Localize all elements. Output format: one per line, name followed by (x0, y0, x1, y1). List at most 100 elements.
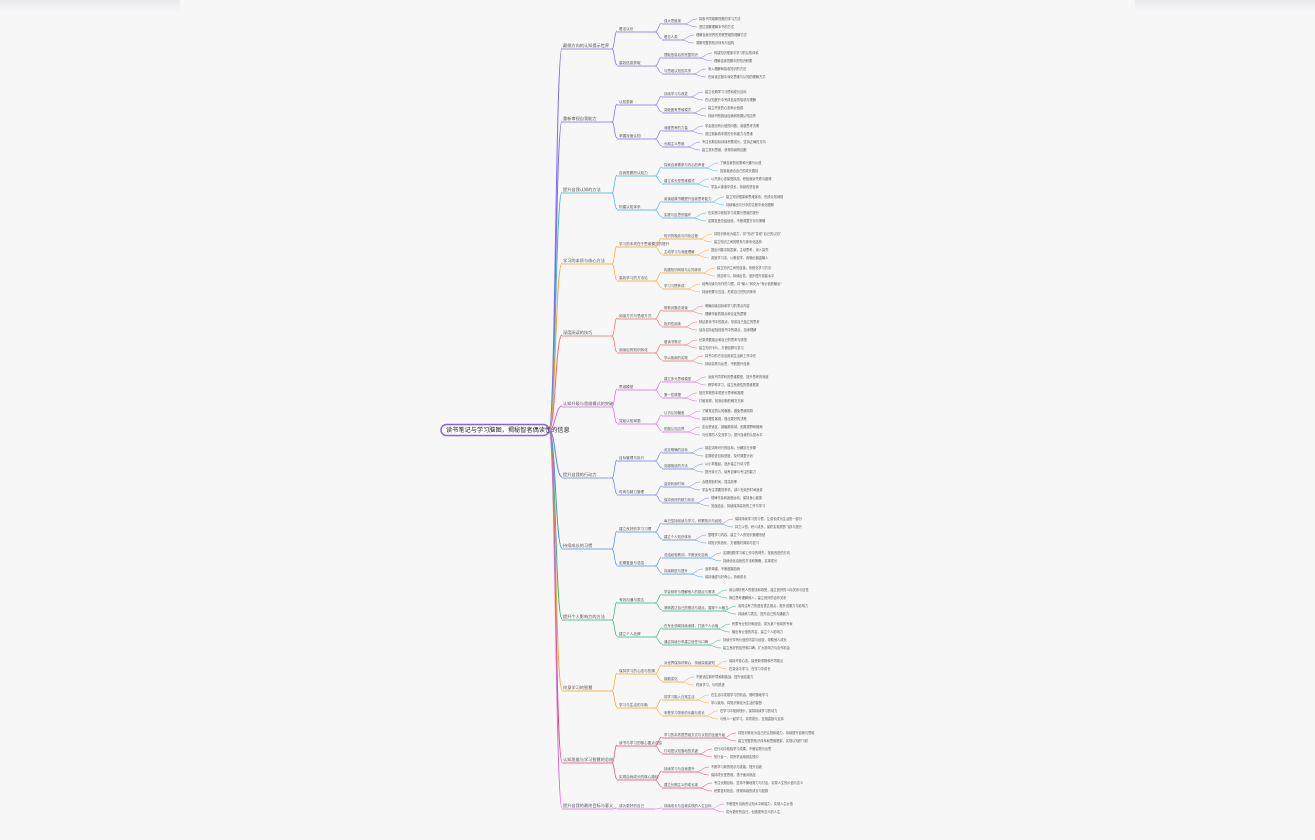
leaf-node[interactable]: 持续输出与分享的过程中深化理解 (726, 202, 775, 207)
topic-node[interactable]: 享受学习带来的乐趣与成长 (664, 710, 705, 715)
subtopic-node[interactable]: 建立个人品牌 (619, 631, 641, 636)
leaf-node[interactable]: 建立知识之间的连接，系统化学习方法 (717, 265, 771, 270)
leaf-node[interactable]: 专注长期目标持续积累成长，坚持正确的方向 (702, 139, 766, 144)
topic-node[interactable]: 将学习融入日常生活 (664, 694, 695, 699)
topic-node[interactable]: 做读书笔记 (664, 339, 682, 344)
topic-node[interactable]: 拥抱变化 (664, 676, 678, 681)
leaf-node[interactable]: 持之以恒，积少成多，最终实现质的飞跃与提升 (735, 524, 803, 529)
topic-node[interactable]: 设定明确的目标 (664, 447, 688, 452)
leaf-node[interactable]: 建立长期学习习惯和成长目标 (705, 89, 747, 94)
leaf-node[interactable]: 定期回顾学习和工作中的得失，找到改进的方向 (723, 550, 790, 555)
leaf-node[interactable]: 整理学习内容，建立个人的知识管理系统 (708, 532, 766, 537)
subtopic-node[interactable]: 有效沟通与表达 (619, 597, 645, 602)
subtopic-node[interactable]: 构建认知体系 (619, 204, 641, 209)
leaf-node[interactable]: 从小事做起，逐步建立行动习惯 (705, 461, 750, 466)
branch-node[interactable]: 提升个人影响力的方法 (563, 613, 605, 620)
topic-node[interactable]: 通过持续分享建立信任与口碑 (664, 639, 709, 644)
leaf-node[interactable]: 持续分享有价值的内容与经验，帮助他人成长 (723, 637, 788, 642)
leaf-node[interactable]: 劳逸结合，持续保持高效的工作与学习 (711, 503, 765, 508)
leaf-node[interactable]: 学会专注重要的事情，减少无效的时间浪费 (702, 487, 763, 492)
subtopic-node[interactable]: 高效信息获取 (619, 60, 641, 65)
leaf-node[interactable]: 建立知识之间的联系与体系化结构 (714, 239, 762, 244)
topic-node[interactable]: 认识认知偏差 (664, 410, 685, 415)
leaf-node[interactable]: 理解作者的观点和论证的逻辑 (705, 311, 747, 316)
leaf-node[interactable]: 积累专业知识和经验，成为某个领域的专家 (732, 621, 793, 626)
leaf-node[interactable]: 成为更好的自己，创造更有意义的人生 (726, 809, 781, 814)
leaf-node[interactable]: 在生活中发现学习的机会，随时随地学习 (711, 692, 768, 697)
leaf-node[interactable]: 走出舒适区，接触新领域，拓展视野和格局 (702, 424, 763, 429)
leaf-node[interactable]: 透过现象看本质的分析能力与思维 (705, 131, 754, 136)
leaf-node[interactable]: 学以致用，将知识转化为生活的智慧 (711, 700, 763, 705)
topic-node[interactable]: 保持良好的精力状态 (664, 497, 695, 502)
leaf-node[interactable]: 与优秀的人交流学习，提升自我的认知水平 (702, 432, 763, 437)
topic-node[interactable]: 克服拖延的方法 (664, 463, 688, 468)
topic-node[interactable]: 总结经验教训，不断优化自我 (664, 552, 709, 557)
leaf-node[interactable]: 在行动中检验学习成果，不断实践与反思 (714, 746, 772, 751)
leaf-node[interactable]: 理解自我觉察中的知识积累 (714, 58, 752, 63)
topic-node[interactable]: 深度思考的力量 (664, 125, 688, 130)
leaf-node[interactable]: 规律作息和适度运动，保持身心健康 (711, 495, 763, 500)
leaf-node[interactable]: 积累复利效应，获得持续的成长与回报 (714, 788, 769, 793)
topic-node[interactable]: 带着问题去阅读 (664, 305, 688, 310)
branch-node[interactable]: 提升自我的行动力 (563, 471, 597, 478)
topic-node[interactable]: 学以致用的实践 (664, 355, 688, 360)
leaf-node[interactable]: 将知识转化为能力，将“知识”变成“自己的认知” (714, 231, 782, 236)
leaf-node[interactable]: 深入理解和吸收知识的方法 (708, 66, 746, 71)
leaf-node[interactable]: 建立开放的心态和价值观 (708, 105, 744, 110)
leaf-node[interactable]: 终身学习，与时俱进 (696, 682, 725, 687)
topic-node[interactable]: 在专业领域持续深耕，打造个人价值 (664, 623, 719, 628)
subtopic-node[interactable]: 学习的本质在于思维模式的提升 (619, 241, 670, 246)
leaf-node[interactable]: 记录重要观点和自己的思考与感悟 (699, 337, 748, 342)
leaf-node[interactable]: 构建知识框架中学习的认知体系 (714, 50, 759, 55)
branch-node[interactable]: 终身学习的智慧 (563, 684, 592, 691)
leaf-node[interactable]: 建立知识框架和思维体系，形成认知网络 (726, 194, 784, 199)
topic-node[interactable]: 批判性阅读 (664, 321, 682, 326)
leaf-node[interactable]: 探索不同观察视角的学习方法 (699, 16, 740, 21)
topic-node[interactable]: 突破固有思维模式 (664, 107, 692, 112)
leaf-node[interactable]: 定期复盘总结经验，不断调整方向与策略 (708, 218, 766, 223)
leaf-node[interactable]: 建立知识卡片，方便回顾与复习 (699, 345, 744, 350)
leaf-node[interactable]: 不断提升自我的认知水平和能力，实现人生价值 (726, 801, 794, 806)
leaf-node[interactable]: 学会从错误中成长，持续改进自我 (711, 184, 760, 189)
topic-node[interactable]: 与思维认知的共享 (664, 68, 692, 73)
leaf-node[interactable]: 辩证看待书中的观点，形成自己独立的思考 (699, 319, 760, 324)
subtopic-node[interactable]: 自我觉察的认知力 (619, 170, 648, 175)
leaf-node[interactable]: 用心倾听别人的想法和感受，建立良好的人际关系与信任 (729, 587, 809, 592)
leaf-node[interactable]: 建立完整的知识体系和思维框架，实现认知的飞跃 (738, 738, 809, 743)
leaf-node[interactable]: 持续练习表达，提升自己的沟通能力 (738, 611, 789, 616)
leaf-node[interactable]: 学会提出有价值的问题，深度思考决策 (705, 123, 760, 128)
leaf-node[interactable]: 用简洁有力的语言表达观点，提升说服力与影响力 (738, 603, 808, 608)
topic-node[interactable]: 阅读经典书籍提升自我思考能力 (664, 196, 712, 201)
leaf-node[interactable]: 保持开放心态，接受新事物和不同观点 (729, 658, 784, 663)
leaf-node[interactable]: 专注长期目标，坚持不懈地努力与付出，实现人生的价值与意义 (714, 780, 804, 785)
leaf-node[interactable]: 建立复利思维，获得持续的回报 (702, 147, 747, 152)
topic-node[interactable]: 知识的吸收与内化过程 (664, 233, 699, 238)
topic-node[interactable]: 提取信息后的完整知识 (664, 52, 699, 57)
leaf-node[interactable]: 输出有价值的内容，建立个人影响力 (732, 629, 783, 634)
subtopic-node[interactable]: 定期复盘与总结 (619, 560, 645, 565)
leaf-node[interactable]: 在变化中学习，在学习中成长 (729, 666, 771, 671)
leaf-node[interactable]: 在实践中检验学习成果与思维的提升 (708, 210, 760, 215)
topic-node[interactable]: 持续精进与提升 (664, 568, 688, 573)
subtopic-node[interactable]: 突破认知局限 (619, 418, 641, 423)
topic-node[interactable]: 每日坚持阅读与学习，积累知识与经验 (664, 518, 722, 523)
leaf-node[interactable]: 合理规划时间，提高效率 (702, 479, 738, 484)
leaf-node[interactable]: 制定清晰可行的目标，分解执行步骤 (705, 445, 757, 450)
branch-node[interactable]: 颠倒方向的认知提示世界 (563, 42, 610, 49)
leaf-node[interactable]: 持续实践与反思，不断提升自我 (705, 361, 750, 366)
leaf-node[interactable]: 将知识转化为自己的认知和能力，持续提升自我与思维 (738, 730, 815, 735)
leaf-node[interactable]: 了解自我的优势和兴趣与价值 (720, 160, 762, 165)
subtopic-node[interactable]: 认知更新 (619, 99, 634, 104)
topic-node[interactable]: 持续成长与自我实现的人生目标 (664, 803, 712, 808)
topic-node[interactable]: 强大思维观 (664, 18, 682, 23)
branch-node[interactable]: 提升自我认知的方法 (563, 186, 601, 193)
leaf-node[interactable]: 在学习中找到快乐，保持持续学习的动力 (720, 708, 777, 713)
leaf-node[interactable]: 知行合一，将所学运用到实践中 (714, 754, 759, 759)
subtopic-node[interactable]: 建立良好的学习习惯 (619, 526, 652, 531)
topic-node[interactable]: 清晰表达自己的想法与观点，展现个人魅力 (664, 605, 729, 610)
topic-node[interactable]: 学习的本质是思维方式与认知的全面升级 (664, 732, 726, 737)
topic-node[interactable]: 长期主义思维 (664, 141, 685, 146)
topic-node[interactable]: 行动是认知落地的关键 (664, 748, 699, 753)
leaf-node[interactable]: 打破常规，找到创新的解决方案 (699, 398, 744, 403)
